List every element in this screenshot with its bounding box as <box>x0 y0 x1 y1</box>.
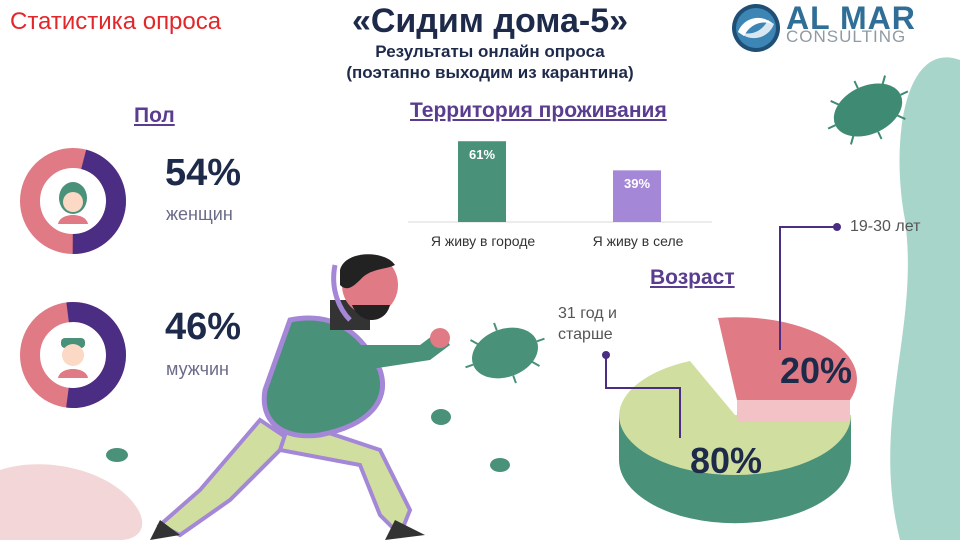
man-avatar-icon <box>58 338 88 378</box>
men-percent: 46% <box>165 306 242 348</box>
mint-blob-right <box>890 57 960 540</box>
callout-dot <box>602 351 610 359</box>
pink-blob-bottom-left <box>0 464 143 540</box>
gender-heading: Пол <box>134 104 175 127</box>
territory-heading: Территория проживания <box>410 99 667 122</box>
age-pie-chart <box>602 300 857 524</box>
age-young-percent: 20% <box>780 350 853 391</box>
women-percent: 54% <box>165 152 242 194</box>
subtitle-line: (поэтапно выходим из карантина) <box>346 63 634 82</box>
age-old-label-line: 31 год и <box>558 305 617 322</box>
age-young-label: 19-30 лет <box>850 218 921 235</box>
callout-line-old <box>605 355 681 438</box>
subtitle-line: Результаты онлайн опроса <box>375 42 605 61</box>
section-label: Статистика опроса <box>10 8 222 35</box>
women-label: женщин <box>166 204 233 224</box>
men-donut <box>20 302 126 408</box>
men-label: мужчин <box>166 359 229 379</box>
callout-young-line <box>779 223 841 350</box>
pie-slice-80 <box>619 361 851 475</box>
logo-subtext: CONSULTING <box>786 27 907 46</box>
virus-icon <box>431 409 451 425</box>
bar-village <box>613 170 661 222</box>
virus-icon <box>465 322 545 384</box>
pie-slice-side-20 <box>737 400 850 422</box>
running-man-illustration <box>150 254 450 540</box>
territory-bar-chart <box>408 141 712 223</box>
pie-slice-20 <box>718 317 857 400</box>
page-title: «Сидим дома-5» <box>351 2 629 40</box>
bar-city <box>458 141 506 222</box>
page-subtitle: Результаты онлайн опроса (поэтапно выход… <box>300 41 680 83</box>
virus-icon <box>490 458 510 472</box>
bar-value-label: 39% <box>623 176 651 192</box>
age-heading: Возраст <box>650 266 735 289</box>
bar-category-label: Я живу в городе <box>430 233 536 249</box>
virus-icon <box>827 75 909 145</box>
age-old-percent: 80% <box>690 440 763 481</box>
age-old-label-line: старше <box>558 326 613 343</box>
bar-value-label: 61% <box>468 147 496 163</box>
virus-icon <box>106 448 128 462</box>
woman-avatar-icon <box>58 182 88 224</box>
logo-icon <box>732 4 780 52</box>
bar-category-label: Я живу в селе <box>592 233 684 249</box>
logo-text: AL MAR <box>786 0 916 36</box>
women-donut <box>20 148 126 254</box>
age-old-label: 31 год и старше <box>558 303 617 345</box>
